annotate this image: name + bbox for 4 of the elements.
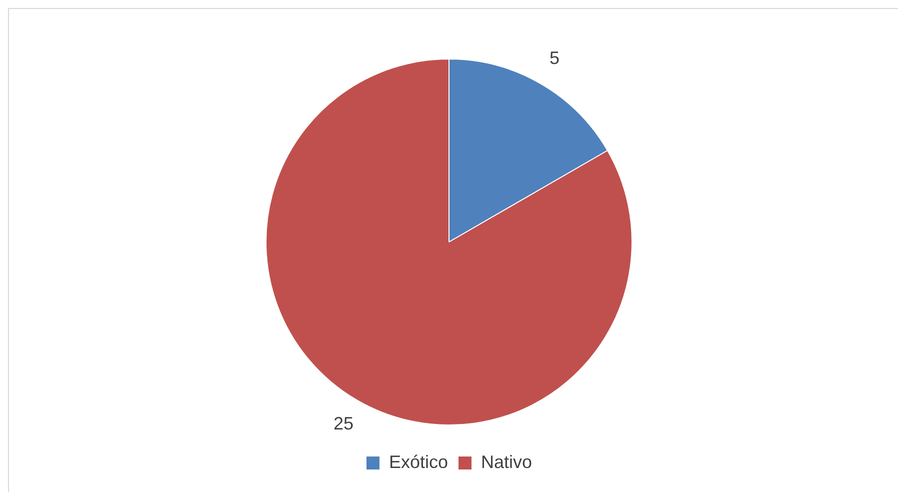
data-label: 5 [549, 48, 560, 68]
legend-label: Nativo [481, 452, 532, 472]
legend-label: Exótico [388, 452, 448, 472]
data-label: 25 [333, 414, 354, 434]
